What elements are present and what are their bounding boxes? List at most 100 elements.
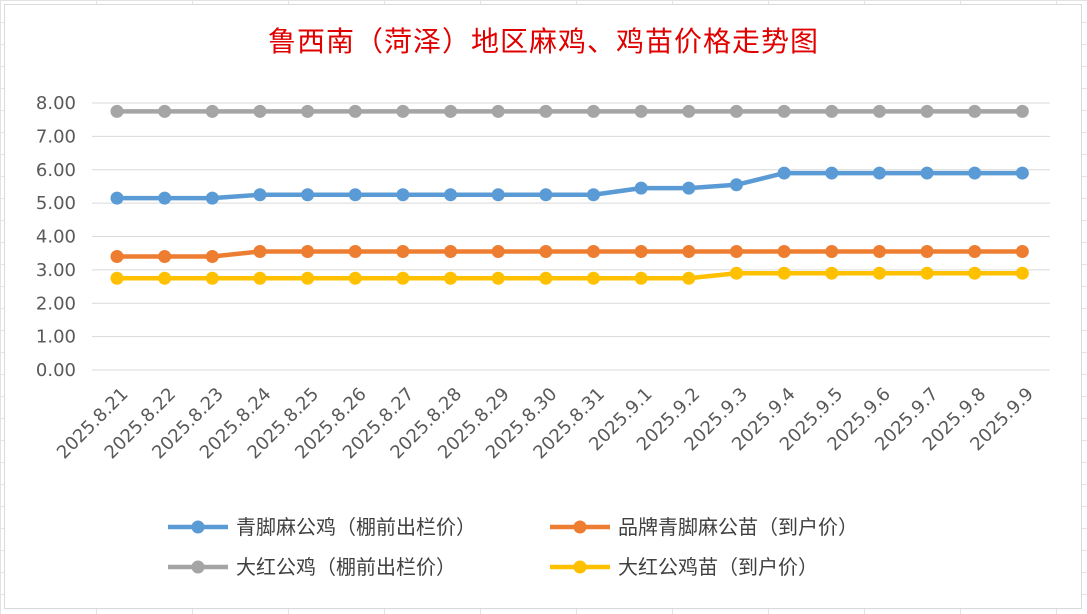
data-point <box>396 271 410 285</box>
data-point <box>920 266 934 280</box>
legend-label: 大红公鸡苗（到户价） <box>618 555 818 579</box>
data-point <box>444 271 458 285</box>
data-point <box>444 188 458 202</box>
series-line <box>117 270 1023 281</box>
data-point <box>777 245 791 259</box>
data-point <box>1015 104 1029 118</box>
data-point <box>301 104 315 118</box>
data-point <box>539 245 553 259</box>
data-point <box>348 104 362 118</box>
data-point <box>253 188 267 202</box>
data-point <box>539 188 553 202</box>
data-point <box>158 104 172 118</box>
data-point <box>301 271 315 285</box>
data-point <box>396 245 410 259</box>
y-tick-label: 1.00 <box>36 327 76 348</box>
data-point <box>539 271 553 285</box>
data-point <box>491 245 505 259</box>
data-point <box>110 104 124 118</box>
chart-title: 鲁西南（菏泽）地区麻鸡、鸡苗价格走势图 <box>267 25 819 58</box>
data-point <box>110 250 124 264</box>
legend-marker <box>191 560 205 574</box>
data-point <box>110 271 124 285</box>
data-point <box>587 271 600 285</box>
data-point <box>777 104 791 118</box>
data-point <box>968 104 982 118</box>
data-point <box>444 245 458 259</box>
data-point <box>872 245 886 259</box>
data-point <box>205 104 219 118</box>
data-point <box>777 266 791 280</box>
legend-label: 大红公鸡（棚前出栏价） <box>236 555 456 579</box>
data-point <box>634 271 648 285</box>
data-point <box>253 245 267 259</box>
data-point <box>777 166 791 180</box>
data-point <box>968 166 982 180</box>
legend-label: 品牌青脚麻公苗（到户价） <box>618 515 858 539</box>
data-point <box>920 104 934 118</box>
data-point <box>158 191 172 205</box>
legend-marker <box>573 560 587 574</box>
legend-marker <box>191 520 205 534</box>
y-tick-label: 2.00 <box>36 293 76 314</box>
data-point <box>205 271 219 285</box>
data-point <box>253 271 267 285</box>
data-point <box>396 104 410 118</box>
data-point <box>205 191 219 205</box>
data-point <box>301 245 315 259</box>
data-point <box>729 104 743 118</box>
data-point <box>205 250 219 264</box>
series-line <box>117 170 1023 201</box>
data-point <box>634 245 648 259</box>
data-point <box>682 271 696 285</box>
data-point <box>1015 166 1029 180</box>
data-point <box>825 166 839 180</box>
data-point <box>539 104 553 118</box>
data-point <box>1015 266 1029 280</box>
data-point <box>301 188 315 202</box>
y-tick-label: 7.00 <box>36 126 76 147</box>
y-tick-label: 8.00 <box>36 93 76 114</box>
data-point <box>825 104 839 118</box>
data-point <box>825 245 839 259</box>
data-point <box>110 191 124 205</box>
legend-marker <box>573 520 587 534</box>
data-point <box>491 188 505 202</box>
y-tick-label: 6.00 <box>36 160 76 181</box>
data-point <box>968 245 982 259</box>
data-point <box>444 104 458 118</box>
y-tick-label: 4.00 <box>36 227 76 248</box>
data-point <box>396 188 410 202</box>
data-point <box>348 245 362 259</box>
data-point <box>729 266 743 280</box>
legend-label: 青脚麻公鸡（棚前出栏价） <box>236 515 476 539</box>
data-point <box>491 104 505 118</box>
data-point <box>682 245 696 259</box>
data-point <box>872 166 886 180</box>
data-point <box>587 245 600 259</box>
data-point <box>872 104 886 118</box>
data-point <box>253 104 267 118</box>
data-point <box>729 178 743 192</box>
data-point <box>587 188 600 202</box>
data-point <box>158 250 172 264</box>
data-point <box>1015 245 1029 259</box>
data-point <box>920 166 934 180</box>
data-point <box>587 104 600 118</box>
data-point <box>348 188 362 202</box>
data-point <box>491 271 505 285</box>
data-point <box>729 245 743 259</box>
y-tick-label: 3.00 <box>36 260 76 281</box>
y-tick-label: 5.00 <box>36 193 76 214</box>
data-point <box>968 266 982 280</box>
data-point <box>348 271 362 285</box>
y-tick-label: 0.00 <box>36 360 76 381</box>
data-point <box>634 104 648 118</box>
data-point <box>682 181 696 195</box>
chart-area[interactable] <box>4 4 1082 609</box>
data-point <box>682 104 696 118</box>
data-point <box>920 245 934 259</box>
data-point <box>825 266 839 280</box>
